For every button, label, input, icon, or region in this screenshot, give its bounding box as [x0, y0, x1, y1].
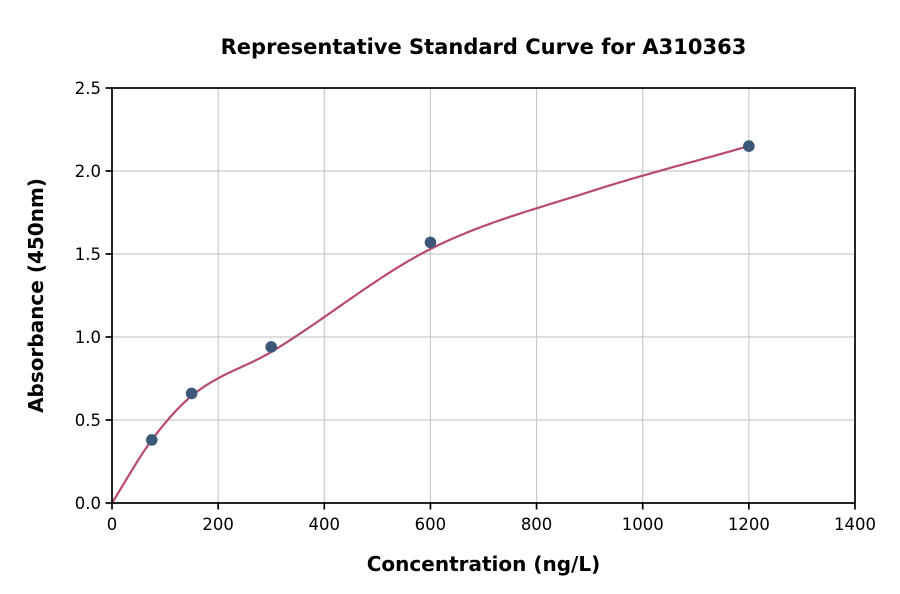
x-tick-label: 400 [309, 515, 341, 534]
x-axis-label: Concentration (ng/L) [367, 552, 600, 576]
data-point [424, 236, 437, 249]
chart-title: Representative Standard Curve for A31036… [221, 35, 747, 59]
x-tick-label: 0 [107, 515, 118, 534]
grid-lines [111, 87, 856, 504]
axis-ticks: 0 200 400 600 800 1000 1200 1400 0.0 0.5 1.0 1.5 2.0… [75, 79, 876, 534]
x-tick-label: 200 [202, 515, 234, 534]
data-point [743, 140, 755, 152]
y-tick-label: 0.5 [75, 411, 101, 430]
data-points [146, 140, 755, 446]
x-tick-label: 600 [415, 515, 447, 534]
x-tick-label: 800 [521, 515, 553, 534]
y-tick-label: 0.0 [75, 494, 101, 513]
y-tick-label: 2.5 [75, 79, 101, 98]
x-tick-label: 1200 [728, 515, 770, 534]
x-tick-label: 1000 [622, 515, 664, 534]
y-axis-label: Absorbance (450nm) [24, 178, 48, 413]
data-point [185, 387, 198, 400]
fit-curve-line [110, 145, 750, 505]
x-tick-label: 1400 [834, 515, 876, 534]
y-tick-label: 1.5 [75, 245, 101, 264]
y-tick-label: 1.0 [75, 328, 101, 347]
data-point [146, 434, 158, 446]
plot-frame [111, 87, 856, 504]
data-point [265, 341, 278, 353]
y-tick-label: 2.0 [75, 162, 101, 181]
